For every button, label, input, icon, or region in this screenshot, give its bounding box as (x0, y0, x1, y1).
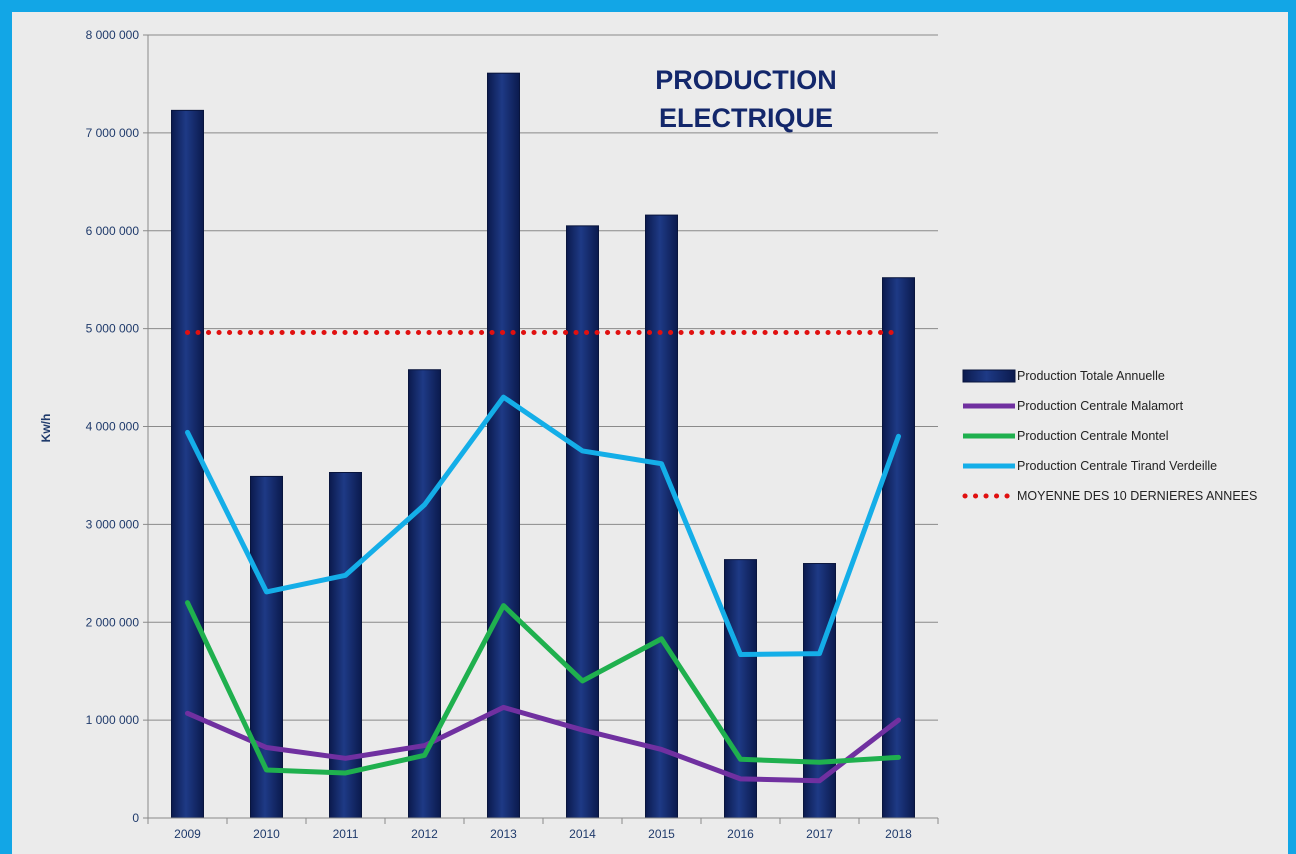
bar (566, 225, 599, 819)
legend-label: Production Totale Annuelle (1017, 369, 1165, 383)
y-tick-label: 2 000 000 (86, 615, 140, 629)
legend-label: MOYENNE DES 10 DERNIERES ANNEES (1017, 489, 1257, 503)
bar (803, 563, 836, 819)
y-axis-label: Kw/h (39, 414, 53, 443)
bar (882, 277, 915, 819)
x-tick-label: 2014 (569, 827, 596, 841)
series-line (185, 394, 901, 658)
bar (171, 109, 204, 819)
series-line (185, 704, 901, 784)
chart-title-line-2: ELECTRIQUE (659, 103, 833, 133)
series-lines (185, 330, 901, 784)
chart-title-line-1: PRODUCTION (655, 65, 837, 95)
x-tick-label: 2018 (885, 827, 912, 841)
bar (724, 559, 757, 819)
legend-swatch (962, 369, 1016, 383)
series-line (185, 600, 901, 776)
legend-label: Production Centrale Montel (1017, 429, 1168, 443)
x-tick-label: 2012 (411, 827, 438, 841)
bar (645, 214, 678, 819)
y-tick-label: 1 000 000 (86, 713, 140, 727)
y-tick-label: 5 000 000 (86, 322, 140, 336)
y-tick-label: 3 000 000 (86, 517, 140, 531)
x-tick-label: 2017 (806, 827, 833, 841)
legend-label: Production Centrale Malamort (1017, 399, 1184, 413)
x-tick-label: 2013 (490, 827, 517, 841)
x-tick-label: 2016 (727, 827, 754, 841)
axes: 0 1 000 000 2 000 000 3 000 000 4 000 000 5 0… (86, 28, 939, 841)
y-tick-label: 6 000 000 (86, 224, 140, 238)
legend-label: Production Centrale Tirand Verdeille (1017, 459, 1217, 473)
y-tick-label: 0 (132, 811, 139, 825)
x-tick-label: 2011 (333, 827, 359, 841)
bar (329, 472, 362, 819)
y-tick-label: 7 000 000 (86, 126, 140, 140)
x-tick-label: 2010 (253, 827, 280, 841)
legend: Production Totale Annuelle Production Cen… (962, 369, 1257, 503)
bars (171, 72, 915, 819)
x-tick-label: 2015 (648, 827, 675, 841)
y-tick-label: 4 000 000 (86, 420, 140, 434)
x-tick-label: 2009 (174, 827, 201, 841)
y-tick-label: 8 000 000 (86, 28, 140, 42)
